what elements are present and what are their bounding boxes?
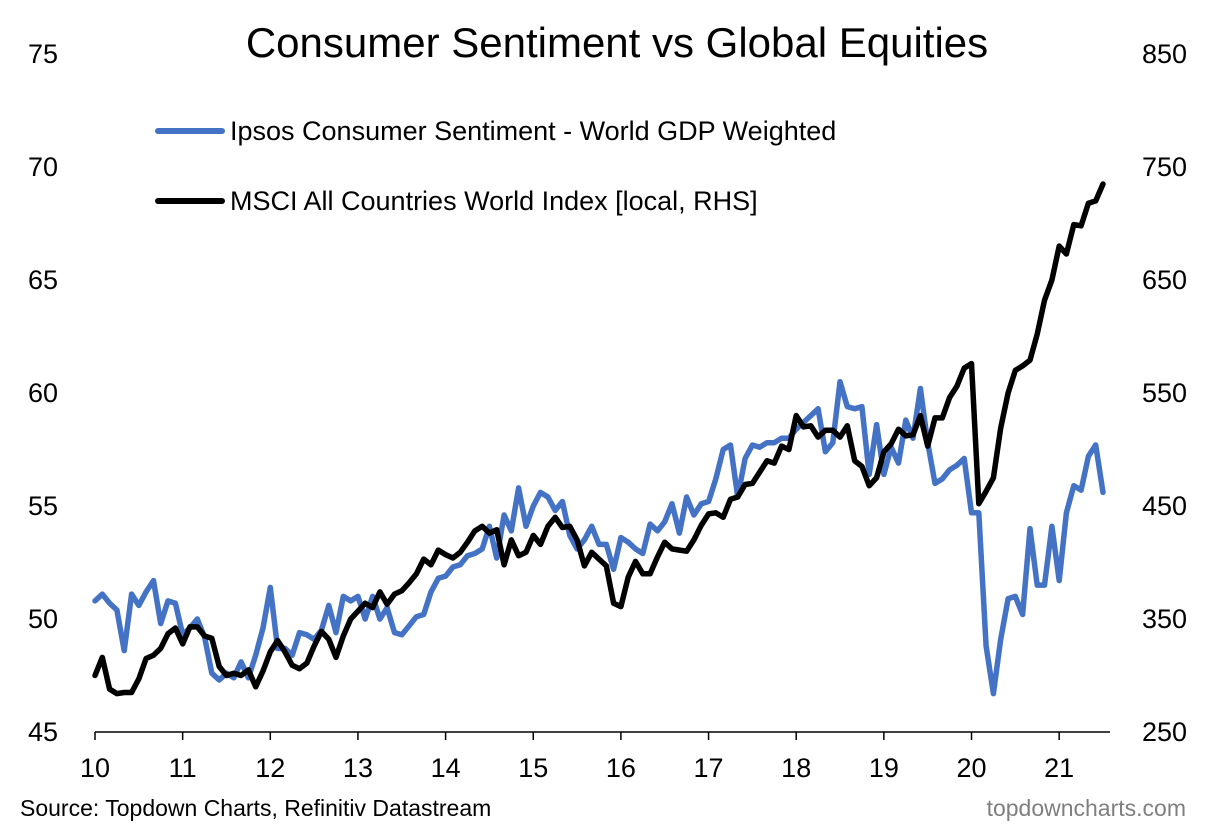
- left-tick-label: 45: [28, 717, 58, 747]
- legend-label: MSCI All Countries World Index [local, R…: [230, 186, 758, 216]
- left-tick-label: 75: [28, 39, 58, 69]
- x-tick-label: 21: [1044, 753, 1074, 783]
- right-tick-label: 850: [1142, 39, 1187, 69]
- left-tick-label: 60: [28, 378, 58, 408]
- series-line-consumer-sentiment: [92, 378, 1106, 697]
- x-tick-label: 10: [80, 753, 110, 783]
- right-axis: 250 350 450 550 650 750 850: [1142, 39, 1187, 747]
- x-axis: 10 11 12 13 14 15 16 17 18 19 20 21: [80, 731, 1110, 783]
- series-line-msci-acwi: [92, 181, 1106, 697]
- left-tick-label: 70: [28, 152, 58, 182]
- x-tick-label: 14: [431, 753, 461, 783]
- x-tick-label: 15: [518, 753, 548, 783]
- left-tick-label: 65: [28, 265, 58, 295]
- left-tick-label: 50: [28, 604, 58, 634]
- chart-title: Consumer Sentiment vs Global Equities: [246, 19, 988, 66]
- x-tick-label: 17: [694, 753, 724, 783]
- x-tick-label: 18: [781, 753, 811, 783]
- right-tick-label: 750: [1142, 152, 1187, 182]
- legend: Ipsos Consumer Sentiment - World GDP Wei…: [155, 116, 836, 216]
- watermark: topdowncharts.com: [987, 795, 1186, 821]
- series-layer: [92, 181, 1106, 697]
- x-tick-label: 12: [255, 753, 285, 783]
- x-tick-label: 20: [956, 753, 986, 783]
- right-tick-label: 550: [1142, 378, 1187, 408]
- legend-label: Ipsos Consumer Sentiment - World GDP Wei…: [230, 116, 836, 146]
- x-tick-label: 13: [343, 753, 373, 783]
- right-tick-label: 250: [1142, 717, 1187, 747]
- x-tick-label: 16: [606, 753, 636, 783]
- source-note: Source: Topdown Charts, Refinitiv Datast…: [20, 795, 491, 821]
- right-tick-label: 650: [1142, 265, 1187, 295]
- x-tick-label: 19: [869, 753, 899, 783]
- x-tick-label: 11: [169, 753, 197, 783]
- right-tick-label: 350: [1142, 604, 1187, 634]
- right-tick-label: 450: [1142, 491, 1187, 521]
- left-tick-label: 55: [28, 491, 58, 521]
- left-axis: 45 50 55 60 65 70 75: [28, 39, 58, 747]
